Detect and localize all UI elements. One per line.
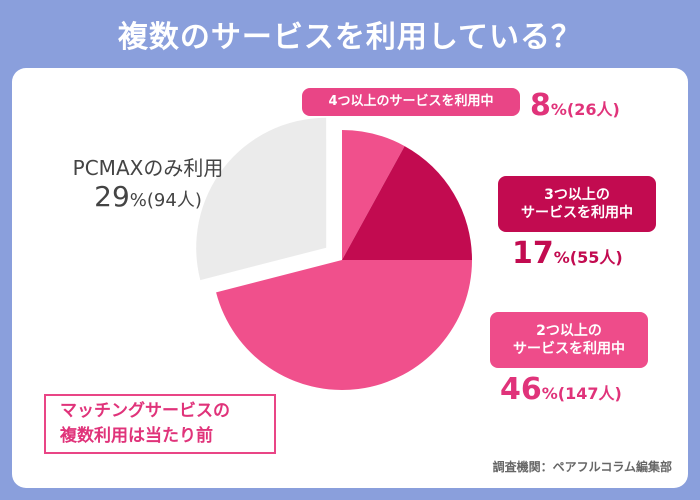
label-4plus-text: 4つ以上のサービスを利用中 (328, 93, 494, 109)
label-2plus-line2: サービスを利用中 (513, 341, 625, 357)
count-pcmax: (94人) (146, 190, 202, 211)
unit-2plus: % (541, 384, 558, 403)
value-4plus-services: 8%(26人) (530, 88, 620, 123)
unit-pcmax: % (129, 190, 147, 211)
unit-4plus: % (550, 100, 567, 119)
label-2plus-services: 2つ以上の サービスを利用中 (490, 312, 648, 368)
label-3plus-line2: サービスを利用中 (521, 205, 633, 221)
value-pcmax-only: 29%(94人) (48, 180, 248, 213)
value-3plus-services: 17%(55人) (512, 236, 623, 271)
pct-pcmax: 29 (94, 180, 130, 213)
pct-3plus: 17 (512, 236, 554, 271)
pct-4plus: 8 (530, 88, 551, 123)
pie-slice-17 (342, 146, 472, 260)
source-credit: 調査機関：ペアフルコラム編集部 (492, 460, 672, 474)
count-4plus: (26人) (566, 100, 620, 119)
value-2plus-services: 46%(147人) (500, 372, 622, 407)
label-pcmax-only: PCMAXのみ利用 (72, 156, 224, 180)
count-3plus: (55人) (569, 248, 623, 267)
unit-3plus: % (553, 248, 570, 267)
pie-slice-29 (196, 117, 327, 281)
pct-2plus: 46 (500, 372, 542, 407)
label-3plus-services: 3つ以上の サービスを利用中 (498, 176, 656, 232)
callout-line2: 複数利用は当たり前 (60, 426, 213, 446)
page-title: 複数のサービスを利用している？ (117, 20, 583, 55)
label-3plus-line1: 3つ以上の (544, 186, 610, 203)
callout-box: マッチングサービスの 複数利用は当たり前 (44, 394, 276, 454)
pie-slice-46 (216, 260, 472, 391)
pie-slice-8 (342, 130, 405, 260)
label-4plus-services: 4つ以上のサービスを利用中 (302, 88, 520, 116)
label-2plus-line1: 2つ以上の (536, 322, 602, 339)
callout-line1: マッチングサービスの (60, 400, 230, 421)
count-2plus: (147人) (557, 384, 622, 403)
